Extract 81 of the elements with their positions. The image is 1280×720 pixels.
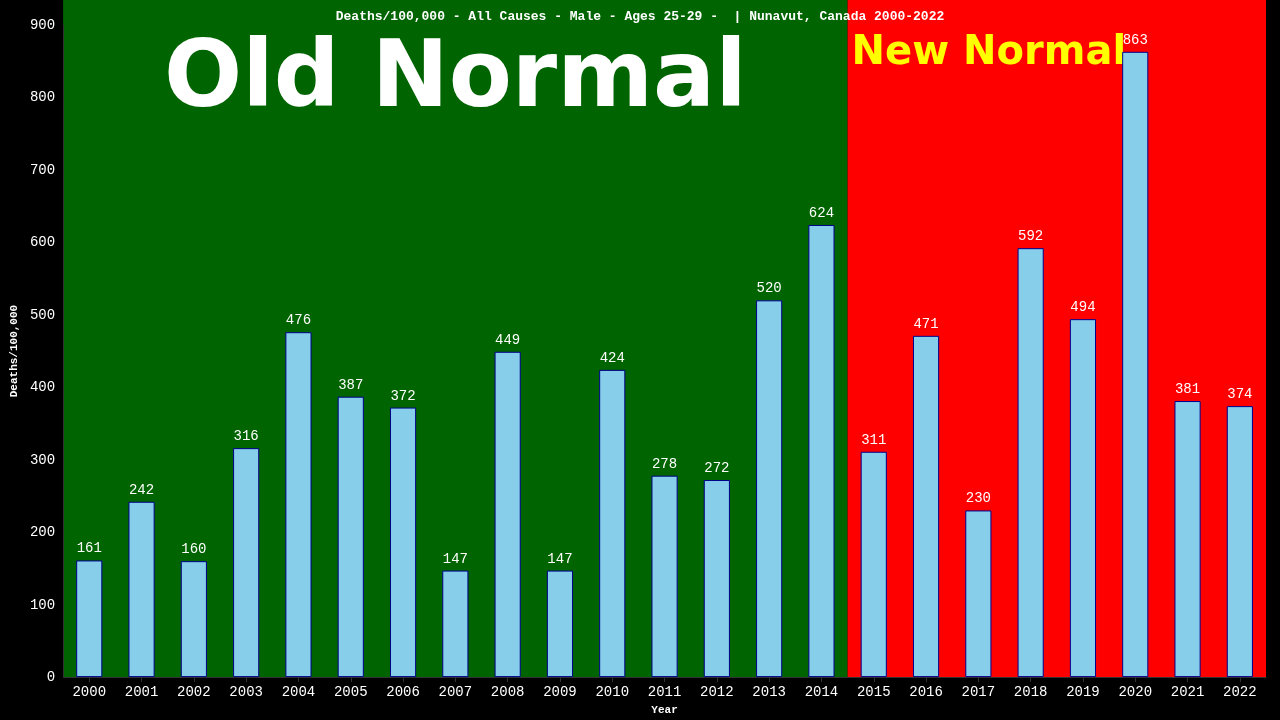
bar xyxy=(1017,248,1044,678)
data-label: 147 xyxy=(547,550,573,567)
y-tick-label: 400 xyxy=(29,379,56,396)
bar xyxy=(494,351,521,678)
x-tick-label: 2003 xyxy=(229,684,263,701)
y-axis-title: Deaths/100,000 xyxy=(7,304,20,398)
bar xyxy=(1226,406,1253,678)
data-label: 272 xyxy=(704,460,730,477)
x-tick-label: 2001 xyxy=(124,684,159,701)
data-label: 476 xyxy=(285,312,312,329)
x-tick-label: 2020 xyxy=(1118,684,1153,701)
x-tick-label: 2011 xyxy=(647,684,682,701)
data-label: 372 xyxy=(390,387,416,404)
x-tick-label: 2004 xyxy=(281,684,316,701)
x-axis-title: Year xyxy=(651,703,678,716)
x-tick-label: 2000 xyxy=(72,684,107,701)
x-tick-label: 2005 xyxy=(333,684,368,701)
bar xyxy=(180,561,207,678)
x-tick-label: 2013 xyxy=(752,684,786,701)
data-label: 387 xyxy=(338,376,364,393)
data-label: 374 xyxy=(1227,386,1253,403)
bar xyxy=(76,560,103,678)
data-label: 624 xyxy=(808,204,835,221)
bar xyxy=(233,448,260,678)
data-label: 230 xyxy=(965,490,991,507)
data-label: 311 xyxy=(861,431,887,448)
x-tick-label: 2009 xyxy=(543,684,577,701)
data-label: 316 xyxy=(233,428,259,445)
data-label: 147 xyxy=(442,550,468,567)
bar xyxy=(337,396,364,678)
bar xyxy=(1174,401,1201,678)
y-tick-label: 300 xyxy=(29,451,56,468)
y-tick-label: 500 xyxy=(29,306,56,323)
x-tick-label: 2019 xyxy=(1066,684,1100,701)
data-label: 161 xyxy=(76,540,102,557)
bar xyxy=(389,407,417,678)
bar xyxy=(442,570,469,678)
x-tick-label: 2006 xyxy=(386,684,420,701)
x-tick-label: 2022 xyxy=(1223,684,1257,701)
x-tick-label: 2012 xyxy=(700,684,734,701)
bar xyxy=(599,369,626,678)
y-tick-label: 800 xyxy=(29,89,56,106)
x-tick-label: 2017 xyxy=(961,684,996,701)
data-label: 471 xyxy=(913,315,939,332)
bar xyxy=(703,480,730,678)
bar xyxy=(965,510,992,678)
y-tick-label: 700 xyxy=(29,161,56,178)
x-tick-label: 2018 xyxy=(1013,684,1048,701)
x-tick-label: 2007 xyxy=(438,684,473,701)
bar xyxy=(1122,51,1149,678)
data-label: 449 xyxy=(495,331,521,348)
bar xyxy=(860,451,887,678)
data-label: 242 xyxy=(128,481,155,498)
bar xyxy=(1069,319,1097,678)
x-tick-label: 2010 xyxy=(595,684,630,701)
x-tick-label: 2021 xyxy=(1170,684,1205,701)
y-tick-label: 0 xyxy=(46,669,56,686)
data-label: 424 xyxy=(599,349,625,366)
data-label: 863 xyxy=(1122,31,1148,48)
bar xyxy=(651,475,678,678)
data-label: 278 xyxy=(651,455,678,472)
data-label: 494 xyxy=(1070,299,1096,316)
y-tick-label: 100 xyxy=(29,596,56,613)
data-label: 381 xyxy=(1174,381,1201,398)
x-tick-label: 2014 xyxy=(804,684,839,701)
x-tick-label: 2016 xyxy=(909,684,943,701)
y-tick-label: 200 xyxy=(29,524,56,541)
x-tick-label: 2015 xyxy=(856,684,891,701)
y-tick-label: 900 xyxy=(29,17,56,33)
bar xyxy=(756,300,783,678)
x-tick-label: 2002 xyxy=(177,684,211,701)
data-label: 592 xyxy=(1018,228,1044,245)
bar xyxy=(128,501,155,678)
data-label: 520 xyxy=(756,280,782,297)
bar xyxy=(546,570,574,678)
x-tick-label: 2008 xyxy=(490,684,525,701)
bar xyxy=(912,335,940,678)
data-label: 160 xyxy=(181,541,207,558)
y-tick-label: 600 xyxy=(29,234,56,251)
bar xyxy=(808,224,835,678)
bar xyxy=(285,332,312,678)
